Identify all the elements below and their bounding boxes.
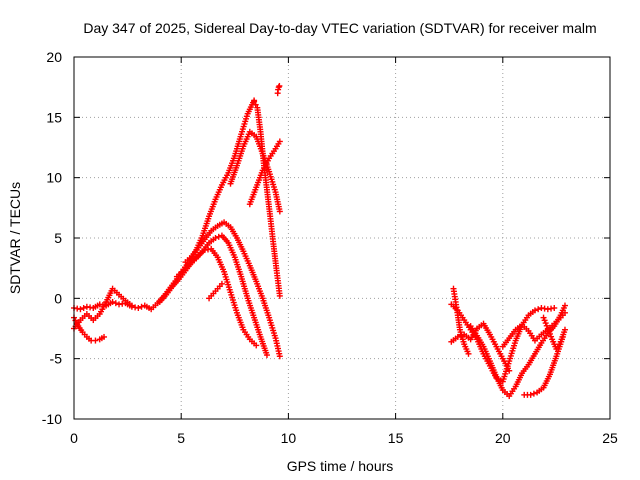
series-arc-7	[173, 232, 270, 359]
data-point	[531, 307, 538, 314]
y-tick-label: 0	[54, 290, 62, 306]
data-point-fill	[541, 317, 548, 324]
data-point	[109, 298, 116, 305]
series-arc-18	[540, 314, 568, 353]
data-point-fill	[112, 300, 119, 307]
x-tick-label: 10	[281, 430, 297, 446]
data-point	[276, 208, 283, 215]
data-point-fill	[542, 320, 549, 327]
data-point	[212, 235, 219, 241]
x-tick-label: 5	[177, 430, 185, 446]
data-point	[276, 353, 283, 360]
data-point	[276, 138, 283, 145]
series-arc-5	[246, 138, 283, 208]
data-point-fill	[457, 332, 464, 339]
data-point	[251, 98, 258, 105]
data-point	[77, 306, 84, 313]
series-arc-15	[467, 302, 568, 400]
data-point	[253, 342, 260, 349]
x-tick-label: 15	[388, 430, 404, 446]
y-tick-label: 5	[54, 230, 62, 246]
data-point	[465, 350, 472, 357]
data-points	[71, 82, 568, 400]
y-axis-label: SDTVAR / TECUs	[7, 182, 23, 294]
data-point-fill	[535, 306, 542, 313]
series-arc-11	[71, 314, 108, 344]
data-point-fill	[80, 304, 87, 311]
data-point	[263, 352, 270, 359]
series-arc-3	[274, 82, 283, 97]
data-point-fill	[546, 330, 553, 337]
data-point	[454, 333, 461, 340]
y-tick-label: 10	[46, 170, 62, 186]
data-point-fill	[252, 101, 259, 108]
x-tick-label: 25	[602, 430, 618, 446]
x-tick-label: 20	[495, 430, 511, 446]
grid	[74, 57, 610, 419]
y-tick-label: -5	[50, 351, 63, 367]
data-point	[92, 337, 99, 344]
x-tick-label: 0	[70, 430, 78, 446]
data-point	[128, 302, 135, 309]
data-point-fill	[548, 333, 555, 340]
data-point-fill	[138, 303, 145, 310]
y-tick-label: 15	[46, 109, 62, 125]
y-tick-label: 20	[46, 49, 62, 65]
data-point	[551, 304, 558, 311]
data-point	[561, 309, 568, 316]
data-point	[101, 333, 108, 340]
data-point	[561, 326, 568, 333]
series-arc-4	[227, 128, 283, 215]
data-point	[218, 280, 225, 287]
series-arc-8	[156, 245, 260, 349]
x-axis-label: GPS time / hours	[287, 458, 394, 474]
data-point-fill	[530, 390, 537, 397]
data-point-fill	[543, 322, 550, 329]
chart-title: Day 347 of 2025, Sidereal Day-to-day VTE…	[83, 20, 596, 36]
data-point	[561, 302, 568, 309]
data-point	[135, 304, 142, 311]
data-point	[540, 314, 547, 321]
series-arc-9	[206, 280, 225, 302]
data-point	[276, 82, 283, 89]
data-point	[276, 292, 283, 299]
series-arc-10	[71, 285, 135, 332]
data-point	[506, 367, 513, 374]
data-point	[527, 391, 534, 398]
data-point	[544, 325, 551, 332]
series-arc-6	[182, 219, 283, 360]
axis-ticks: 0 5 10 15 20 25 -10 -5 0 5 10 15 20	[42, 49, 618, 446]
series-arc-12	[450, 285, 472, 357]
y-tick-label: -10	[42, 411, 62, 427]
data-point-fill	[545, 328, 552, 335]
